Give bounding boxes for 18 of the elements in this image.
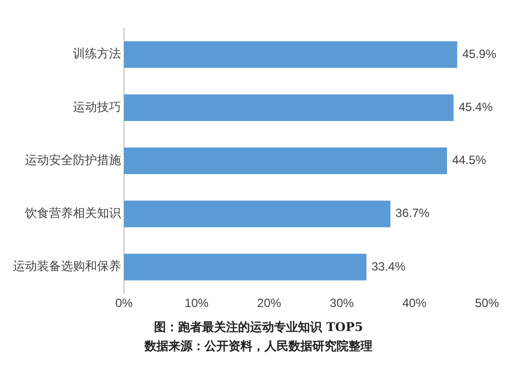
x-tick-label: 30% [330, 296, 354, 310]
text: 图：跑者最关注的运动专业知识 TOP5 [153, 319, 364, 336]
x-tick-label: 10% [184, 296, 209, 310]
data-label: 33.4% [371, 259, 406, 274]
x-tick-label: 40% [402, 296, 427, 310]
y-tick-label: 训练方法 [73, 46, 121, 61]
data-label: 36.7% [395, 206, 430, 220]
y-tick-label: 饮食营养相关知识 [24, 206, 121, 220]
data-label: 44.5% [452, 153, 486, 168]
y-tick-label: 运动安全防护措施 [25, 152, 121, 167]
data-label: 45.9% [462, 46, 497, 61]
x-tick-label: 0% [115, 296, 133, 310]
y-tick-label: 运动装备选购和保养 [13, 259, 121, 274]
y-tick-label: 运动技巧 [73, 100, 121, 114]
data-label: 45.4% [458, 100, 493, 114]
x-tick-label: 20% [257, 296, 282, 310]
x-tick-label: 50% [474, 296, 500, 310]
source-note: 数据来源：公开资料，人民数据研究院整理 [143, 338, 374, 355]
